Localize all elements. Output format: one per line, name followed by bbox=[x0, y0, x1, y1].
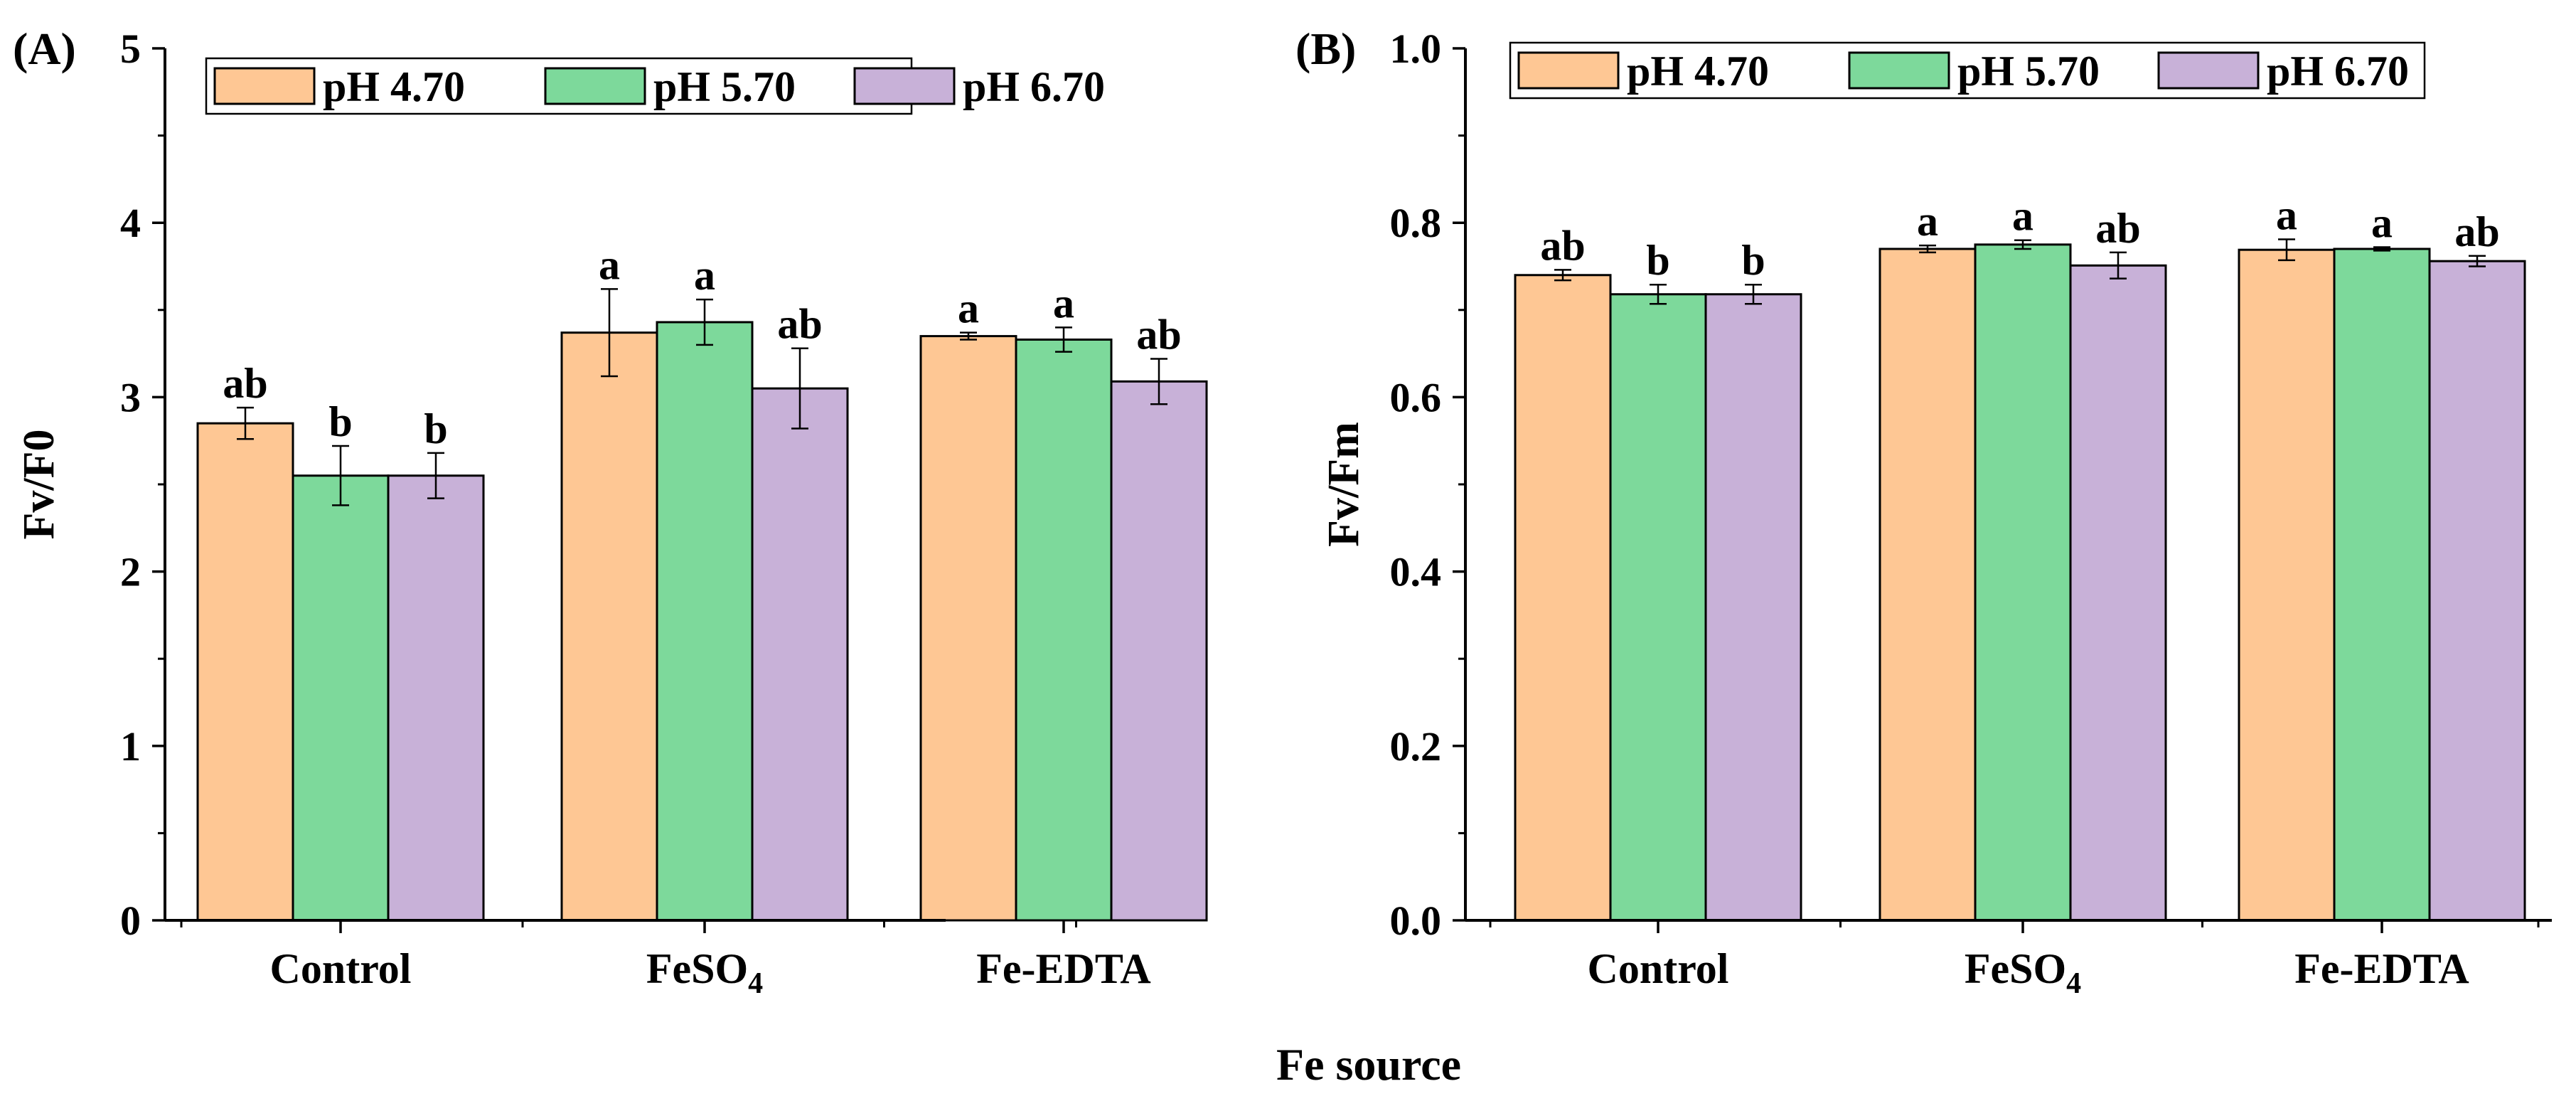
y-axis-label: Fv/Fm bbox=[1320, 422, 1368, 547]
x-tick-label: Control bbox=[270, 945, 412, 992]
y-tick-label: 0.2 bbox=[1390, 723, 1442, 770]
y-tick-label: 1 bbox=[120, 723, 141, 770]
significance-letter: ab bbox=[2095, 205, 2140, 252]
legend-swatch bbox=[2157, 51, 2260, 90]
y-axis-label: Fv/F0 bbox=[15, 430, 63, 540]
y-tick-label: 3 bbox=[120, 374, 141, 420]
bar bbox=[292, 474, 390, 922]
bar bbox=[387, 474, 485, 922]
panel-tag: (A) bbox=[13, 23, 76, 74]
legend-item: pH 5.70 bbox=[1848, 48, 2100, 95]
legend-label: pH 6.70 bbox=[963, 63, 1105, 110]
significance-letter: a bbox=[1053, 280, 1074, 326]
y-tick-label: 4 bbox=[120, 200, 141, 246]
common-x-axis-label: Fe source bbox=[1276, 1039, 1461, 1090]
significance-letter: ab bbox=[2454, 208, 2499, 255]
significance-letter: ab bbox=[223, 360, 267, 407]
bar bbox=[1110, 380, 1208, 922]
significance-letter: b bbox=[328, 398, 352, 445]
legend-item: pH 5.70 bbox=[544, 63, 796, 110]
y-tick-label: 5 bbox=[120, 26, 141, 72]
legend-label: pH 5.70 bbox=[653, 63, 796, 110]
y-tick-label: 2 bbox=[120, 549, 141, 595]
bar bbox=[1704, 293, 1802, 922]
significance-letter: a bbox=[694, 252, 715, 299]
legend: pH 4.70 pH 5.70 pH 6.70 bbox=[1509, 41, 2426, 100]
y-tick-label: 0.6 bbox=[1390, 374, 1442, 420]
significance-letter: b bbox=[424, 405, 447, 452]
bar bbox=[196, 422, 294, 922]
bar bbox=[1609, 293, 1707, 922]
legend-item: pH 4.70 bbox=[1517, 48, 1769, 95]
bar bbox=[2333, 248, 2431, 922]
y-tick-label: 1.0 bbox=[1390, 26, 1442, 72]
y-tick-label: 0.8 bbox=[1390, 200, 1442, 246]
bar bbox=[1514, 274, 1612, 922]
significance-letter: a bbox=[1917, 198, 1938, 245]
bar bbox=[656, 321, 754, 922]
significance-letter: a bbox=[599, 241, 620, 288]
legend-swatch bbox=[1848, 51, 1950, 90]
significance-letter: ab bbox=[1136, 311, 1181, 358]
significance-letter: a bbox=[958, 285, 979, 332]
legend-item: pH 6.70 bbox=[853, 63, 1105, 110]
significance-letter: a bbox=[2012, 193, 2033, 240]
bar bbox=[560, 331, 658, 922]
bar bbox=[2428, 260, 2526, 922]
significance-letter: ab bbox=[1540, 222, 1585, 269]
x-tick-label: Control bbox=[1588, 945, 1729, 992]
legend-item: pH 4.70 bbox=[213, 63, 465, 110]
y-tick-label: 0 bbox=[120, 898, 141, 944]
bar bbox=[2069, 264, 2167, 922]
bar bbox=[919, 335, 1017, 922]
bar bbox=[1974, 243, 2072, 922]
significance-letter: a bbox=[2276, 191, 2297, 238]
significance-letter: a bbox=[2371, 200, 2393, 247]
legend-label: pH 5.70 bbox=[1957, 48, 2100, 95]
legend: pH 4.70 pH 5.70 pH 6.70 bbox=[205, 57, 1105, 115]
bar bbox=[751, 387, 849, 922]
y-tick-label: 0.4 bbox=[1390, 549, 1442, 595]
legend-label: pH 6.70 bbox=[2267, 48, 2409, 95]
significance-letter: ab bbox=[777, 301, 822, 348]
significance-letter: b bbox=[1741, 237, 1765, 284]
x-tick-label: FeSO4 bbox=[1965, 945, 2081, 1000]
y-tick-label: 0.0 bbox=[1390, 898, 1442, 944]
legend-label: pH 4.70 bbox=[323, 63, 465, 110]
bar bbox=[1878, 248, 1977, 922]
panel-tag: (B) bbox=[1295, 23, 1356, 74]
significance-letter: b bbox=[1646, 237, 1669, 284]
x-tick-label: Fe-EDTA bbox=[2294, 945, 2469, 992]
bar bbox=[2238, 248, 2336, 922]
legend-swatch bbox=[1517, 51, 1620, 90]
legend-item: pH 6.70 bbox=[2157, 48, 2409, 95]
legend-label: pH 4.70 bbox=[1627, 48, 1769, 95]
legend-frame bbox=[1509, 41, 2426, 100]
legend-swatch bbox=[544, 67, 646, 105]
legend-swatch bbox=[853, 67, 956, 105]
x-tick-label: FeSO4 bbox=[646, 945, 763, 1000]
legend-swatch bbox=[213, 67, 316, 105]
x-tick-label: Fe-EDTA bbox=[976, 945, 1151, 992]
bar bbox=[1015, 338, 1113, 922]
